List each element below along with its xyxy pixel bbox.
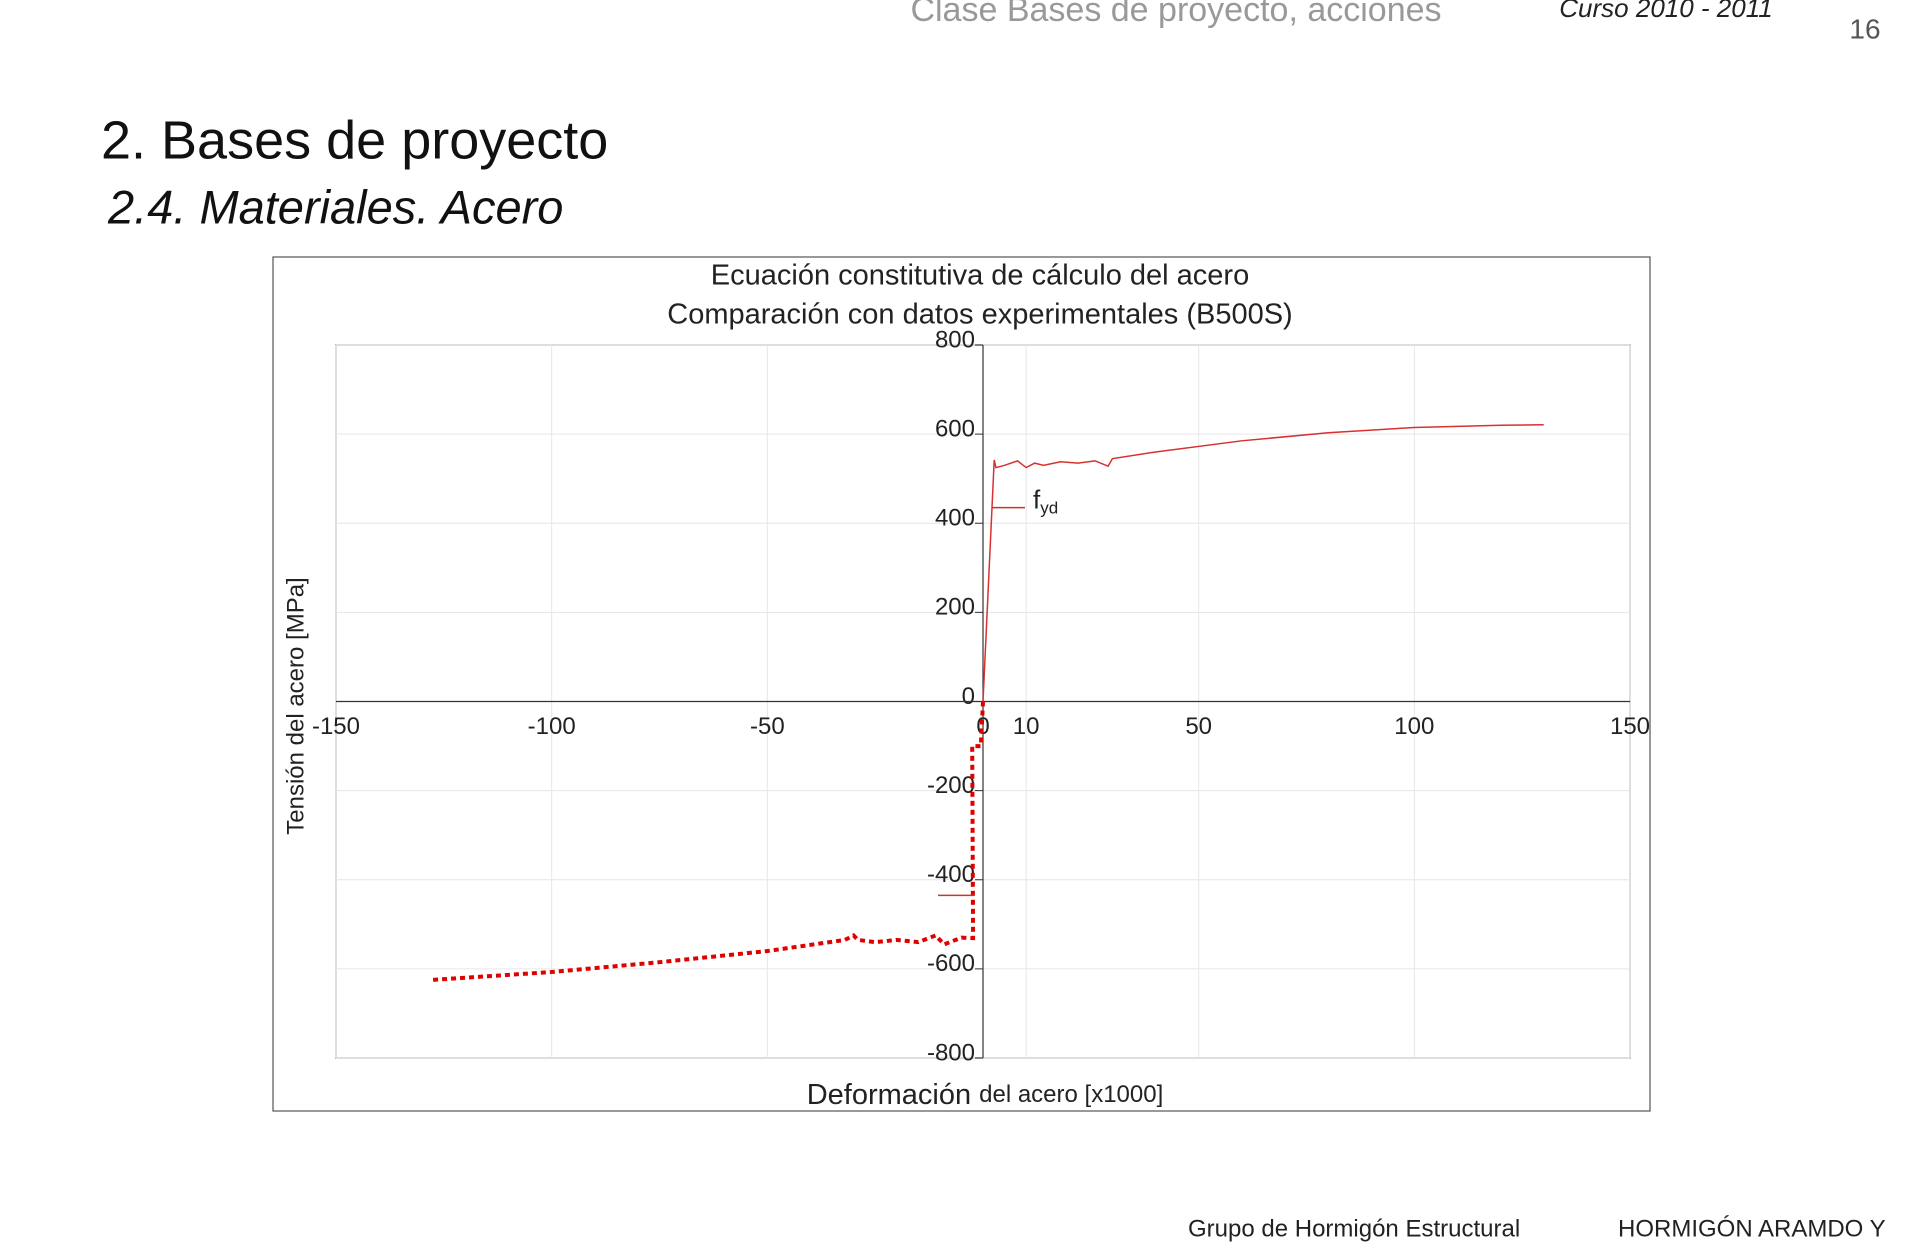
- series-line: [430, 701, 985, 983]
- footer-course: HORMIGÓN ARAMDO Y: [1618, 1215, 1886, 1242]
- x-tick-label: 50: [1185, 713, 1212, 740]
- page-number: 16: [1849, 13, 1880, 44]
- y-tick-label: 800: [935, 326, 975, 353]
- fyd-subscript: yd: [1040, 499, 1058, 518]
- y-tick-label: -200: [927, 772, 975, 799]
- x-tick-label: -150: [312, 713, 360, 740]
- x-tick-label: -100: [528, 713, 576, 740]
- footer-group: Grupo de Hormigón Estructural: [1188, 1215, 1520, 1242]
- x-axis-label-main: Deformación: [807, 1079, 971, 1111]
- x-tick-label: 10: [1013, 713, 1040, 740]
- y-tick-label: -800: [927, 1039, 975, 1066]
- header-title: Clase Bases de proyecto, acciones: [910, 0, 1441, 29]
- x-tick-label: 100: [1394, 713, 1434, 740]
- series-line: [982, 424, 1544, 702]
- fyd-label: fyd: [1033, 485, 1058, 519]
- x-axis-label-unit: del acero [x1000]: [979, 1081, 1163, 1108]
- header-year: Curso 2010 - 2011: [1559, 0, 1772, 23]
- plot: -150 -100 -50 0 10 50 100 150-800-600-400-20002…: [312, 326, 1650, 1066]
- chart-title: Ecuación constitutiva de cálculo del ace…: [711, 260, 1249, 292]
- y-tick-label: -600: [927, 950, 975, 977]
- y-tick-label: 400: [935, 505, 975, 532]
- heading: 2. Bases de proyecto: [101, 110, 608, 170]
- fyd-symbol: f: [1033, 485, 1041, 515]
- y-tick-label: -400: [927, 861, 975, 888]
- x-tick-label: 150: [1610, 713, 1650, 740]
- y-tick-label: 200: [935, 594, 975, 621]
- x-tick-label: -50: [750, 713, 785, 740]
- y-tick-label: 600: [935, 415, 975, 442]
- y-tick-label: 0: [962, 683, 975, 710]
- subheading: 2.4. Materiales. Acero: [107, 180, 563, 233]
- chart-subtitle: Comparación con datos experimentales (B5…: [667, 299, 1292, 331]
- chart-frame: [272, 256, 1651, 1112]
- x-axis-label: Deformación del acero [x1000]: [807, 1079, 1164, 1111]
- y-axis-label: Tensión del acero [MPa]: [282, 577, 309, 834]
